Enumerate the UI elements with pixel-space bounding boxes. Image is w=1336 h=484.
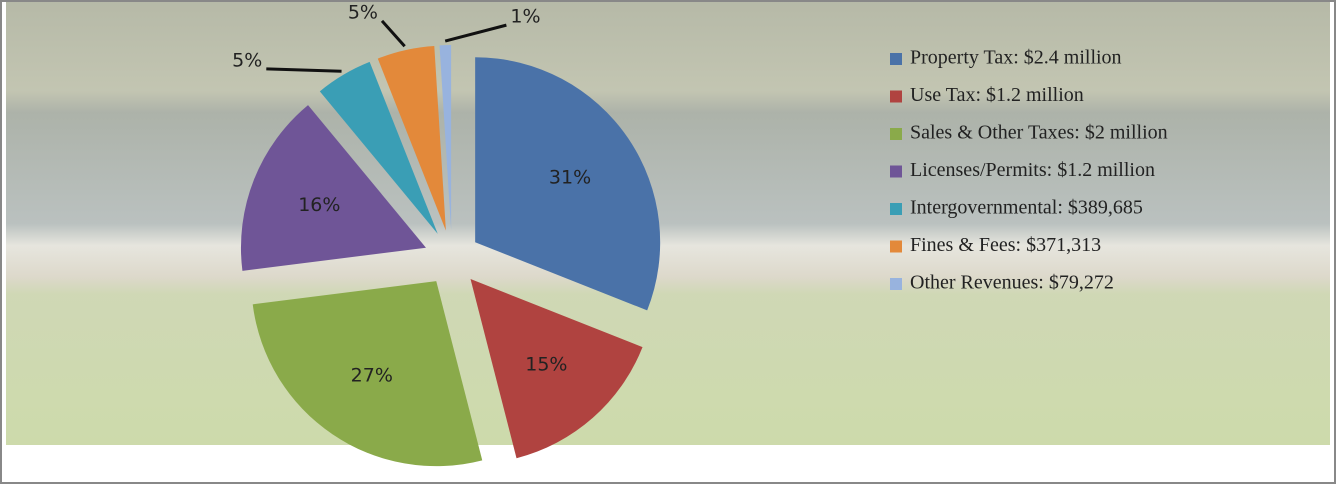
legend-swatch [890,240,902,253]
legend-label: Sales & Other Taxes: $2 million [910,122,1168,144]
data-label: 31% [549,166,591,188]
data-label: 5% [348,1,378,23]
leader-line [266,67,342,73]
legend-label: Intergovernmental: $389,685 [910,197,1143,219]
legend-swatch [890,165,902,178]
legend-swatch [890,203,902,215]
legend-label: Licenses/Permits: $1.2 million [910,159,1155,181]
legend-label: Other Revenues: $79,272 [910,272,1114,294]
pie: 31% 15% 27% 16% 5% 5% 1% [232,1,661,467]
legend-swatch [890,90,902,103]
data-label: 1% [510,6,540,28]
legend-swatch [890,128,902,140]
legend-label: Property Tax: $2.4 million [910,47,1122,69]
leader-line [444,23,507,43]
pie-slice [470,279,643,459]
data-label: 16% [298,194,340,216]
pie-slice [475,57,661,311]
data-label: 5% [232,49,262,71]
legend: Property Tax: $2.4 million Use Tax: $1.2 … [890,47,1168,294]
photo-background [6,2,1330,445]
pie-slice [252,281,483,467]
legend-label: Fines & Fees: $371,313 [910,234,1101,256]
data-label: 27% [351,365,393,387]
pie-slice [377,46,446,231]
legend-swatch [890,278,902,290]
legend-label: Use Tax: $1.2 million [910,84,1084,106]
leader-line [380,19,406,48]
pie-slice [240,105,426,271]
data-label: 15% [525,354,567,376]
pie-slice [439,45,452,231]
pie-slice [319,61,438,234]
legend-swatch [890,53,902,65]
